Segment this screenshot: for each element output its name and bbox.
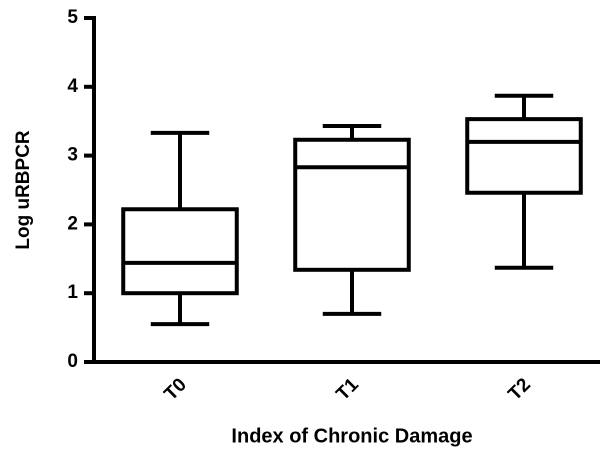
y-tick-label: 2 <box>67 213 78 234</box>
y-tick-label: 1 <box>67 282 78 303</box>
y-tick-label: 3 <box>67 145 78 166</box>
box <box>121 207 239 296</box>
x-axis-label: Index of Chronic Damage <box>231 425 472 447</box>
x-tick-label: T0 <box>160 374 191 405</box>
y-tick-label: 0 <box>67 351 78 372</box>
y-tick-label: 5 <box>67 7 78 28</box>
y-axis-label: Log uRBPCR <box>13 130 34 250</box>
x-tick-label: T1 <box>332 374 363 405</box>
box <box>465 117 583 195</box>
box <box>293 137 411 272</box>
x-tick-label: T2 <box>504 374 535 405</box>
y-tick-label: 4 <box>67 76 78 97</box>
